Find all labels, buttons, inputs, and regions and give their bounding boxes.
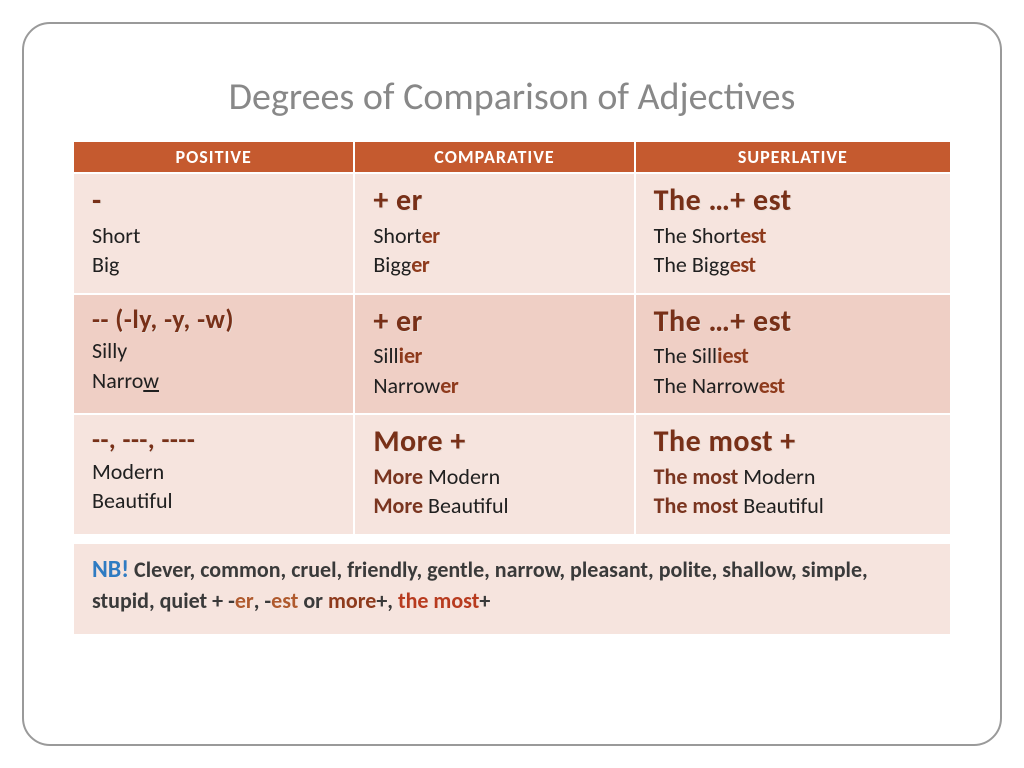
example: Narrower bbox=[373, 372, 615, 400]
rule-text: -- (-ly, -y, -w) bbox=[92, 303, 335, 336]
cell-positive: --, ---, ---- Modern Beautiful bbox=[74, 414, 354, 535]
rule-text: The most + bbox=[654, 423, 932, 461]
example: The most Beautiful bbox=[654, 492, 932, 520]
header-superlative: SUPERLATIVE bbox=[635, 142, 950, 173]
example: The most Modern bbox=[654, 463, 932, 491]
example: Sillier bbox=[373, 342, 615, 370]
table-header-row: POSITIVE COMPARATIVE SUPERLATIVE bbox=[74, 142, 950, 173]
table-row: -- (-ly, -y, -w) Silly Narrow + er Silli… bbox=[74, 294, 950, 415]
note-the-most: the most bbox=[398, 587, 479, 614]
example: The Biggest bbox=[654, 251, 932, 279]
example: Modern bbox=[92, 458, 335, 486]
rule-text: The …+ est bbox=[654, 182, 932, 220]
table-row: --, ---, ---- Modern Beautiful More + Mo… bbox=[74, 414, 950, 535]
example: Silly bbox=[92, 337, 335, 365]
cell-comparative: + er Sillier Narrower bbox=[354, 294, 634, 415]
slide-frame: Degrees of Comparison of Adjectives POSI… bbox=[22, 22, 1002, 746]
comparison-table: POSITIVE COMPARATIVE SUPERLATIVE - Short… bbox=[74, 142, 950, 536]
cell-comparative: More + More Modern More Beautiful bbox=[354, 414, 634, 535]
example: The Shortest bbox=[654, 222, 932, 250]
rule-text: + er bbox=[373, 182, 615, 220]
cell-positive: - Short Big bbox=[74, 173, 354, 294]
note-est: est bbox=[271, 587, 298, 614]
example: The Silliest bbox=[654, 342, 932, 370]
note-more: more bbox=[328, 587, 376, 614]
cell-positive: -- (-ly, -y, -w) Silly Narrow bbox=[74, 294, 354, 415]
table-row: - Short Big + er Shorter Bigger The …+ e… bbox=[74, 173, 950, 294]
example: Bigger bbox=[373, 251, 615, 279]
note-box: NB! Clever, common, cruel, friendly, gen… bbox=[74, 542, 950, 634]
rule-text: The …+ est bbox=[654, 303, 932, 341]
example: Shorter bbox=[373, 222, 615, 250]
rule-text: - bbox=[92, 182, 335, 220]
example: More Beautiful bbox=[373, 492, 615, 520]
example: Short bbox=[92, 222, 335, 250]
example: More Modern bbox=[373, 463, 615, 491]
header-comparative: COMPARATIVE bbox=[354, 142, 634, 173]
page-title: Degrees of Comparison of Adjectives bbox=[74, 74, 950, 120]
example: Narrow bbox=[92, 367, 335, 395]
rule-text: + er bbox=[373, 303, 615, 341]
rule-text: More + bbox=[373, 423, 615, 461]
note-nb: NB! bbox=[92, 555, 129, 584]
note-er: er bbox=[235, 587, 254, 614]
cell-superlative: The …+ est The Silliest The Narrowest bbox=[635, 294, 950, 415]
rule-text: --, ---, ---- bbox=[92, 423, 335, 456]
example: Big bbox=[92, 251, 335, 279]
cell-superlative: The …+ est The Shortest The Biggest bbox=[635, 173, 950, 294]
cell-superlative: The most + The most Modern The most Beau… bbox=[635, 414, 950, 535]
cell-comparative: + er Shorter Bigger bbox=[354, 173, 634, 294]
example: The Narrowest bbox=[654, 372, 932, 400]
header-positive: POSITIVE bbox=[74, 142, 354, 173]
example: Beautiful bbox=[92, 487, 335, 515]
